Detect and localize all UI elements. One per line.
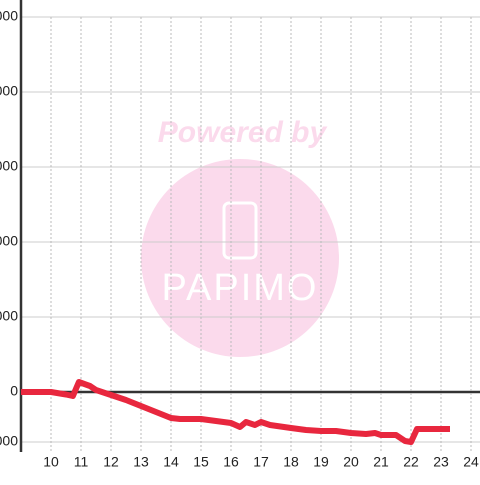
y-tick-label: -20,000 xyxy=(0,433,18,449)
x-tick-label: 10 xyxy=(43,454,59,470)
watermark-icon xyxy=(222,201,258,260)
x-tick-label: 13 xyxy=(133,454,149,470)
x-tick-label: 20 xyxy=(343,454,359,470)
y-tick-label: 90,000 xyxy=(0,158,18,174)
y-tick-label: 150,000 xyxy=(0,8,18,24)
y-tick-label: 120,000 xyxy=(0,83,18,99)
x-tick-label: 15 xyxy=(193,454,209,470)
x-tick-label: 14 xyxy=(163,454,179,470)
x-tick-label: 21 xyxy=(373,454,389,470)
y-tick-label: 0 xyxy=(10,383,18,399)
watermark-logo: PAPIMO xyxy=(162,267,319,309)
y-tick-label: 30,000 xyxy=(0,308,18,324)
x-tick-label: 19 xyxy=(313,454,329,470)
x-tick-label: 17 xyxy=(253,454,269,470)
watermark: Powered by PAPIMO xyxy=(141,116,339,357)
x-tick-label: 22 xyxy=(403,454,419,470)
x-tick-label: 18 xyxy=(283,454,299,470)
watermark-text: Powered by xyxy=(158,116,328,149)
x-tick-label: 16 xyxy=(223,454,239,470)
x-tick-label: 12 xyxy=(103,454,119,470)
data-line xyxy=(21,379,450,445)
x-tick-label: 23 xyxy=(433,454,449,470)
y-tick-label: 60,000 xyxy=(0,233,18,249)
x-tick-label: 24 xyxy=(463,454,479,470)
x-tick-label: 11 xyxy=(74,454,89,470)
